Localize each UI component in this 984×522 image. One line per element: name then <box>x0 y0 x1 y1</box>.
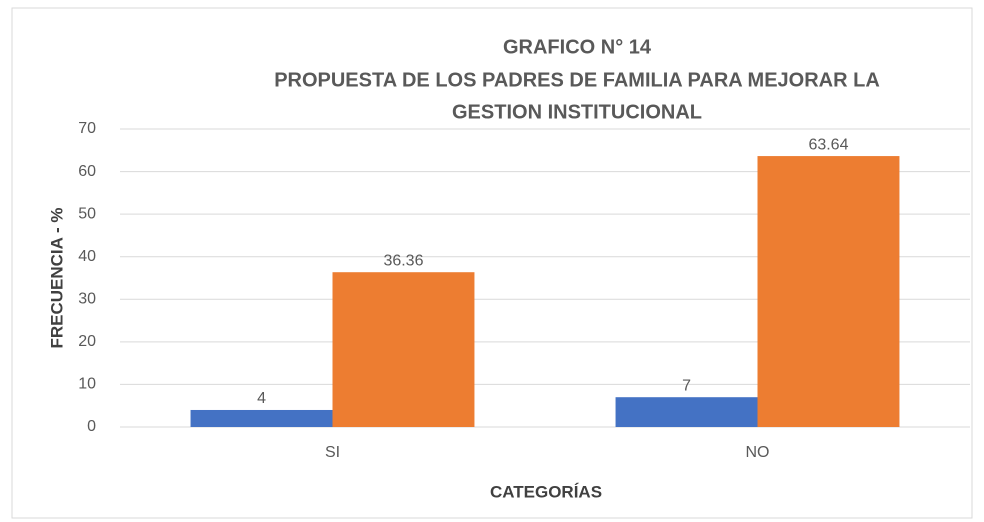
y-tick-label: 40 <box>78 248 96 265</box>
y-tick-label: 30 <box>78 291 96 308</box>
bar <box>190 409 333 427</box>
bar <box>757 156 900 427</box>
y-axis-label: FRECUENCIA - % <box>47 207 66 348</box>
x-tick-label: NO <box>746 444 770 461</box>
chart-title: GESTION INSTITUCIONAL <box>452 101 702 123</box>
y-tick-label: 0 <box>87 418 96 435</box>
y-tick-label: 20 <box>78 333 96 350</box>
data-label: 36.36 <box>383 252 423 269</box>
chart-title: GRAFICO N° 14 <box>503 36 652 58</box>
y-tick-label: 70 <box>78 120 96 137</box>
bar <box>332 272 475 427</box>
y-tick-label: 60 <box>78 163 96 180</box>
bar <box>615 397 758 427</box>
data-label: 7 <box>682 377 691 394</box>
chart-title: PROPUESTA DE LOS PADRES DE FAMILIA PARA … <box>274 69 880 91</box>
y-tick-label: 50 <box>78 205 96 222</box>
data-label: 63.64 <box>808 136 848 153</box>
x-tick-label: SI <box>325 444 340 461</box>
y-tick-label: 10 <box>78 376 96 393</box>
data-label: 4 <box>257 390 266 407</box>
x-axis-label: CATEGORÍAS <box>490 482 602 501</box>
